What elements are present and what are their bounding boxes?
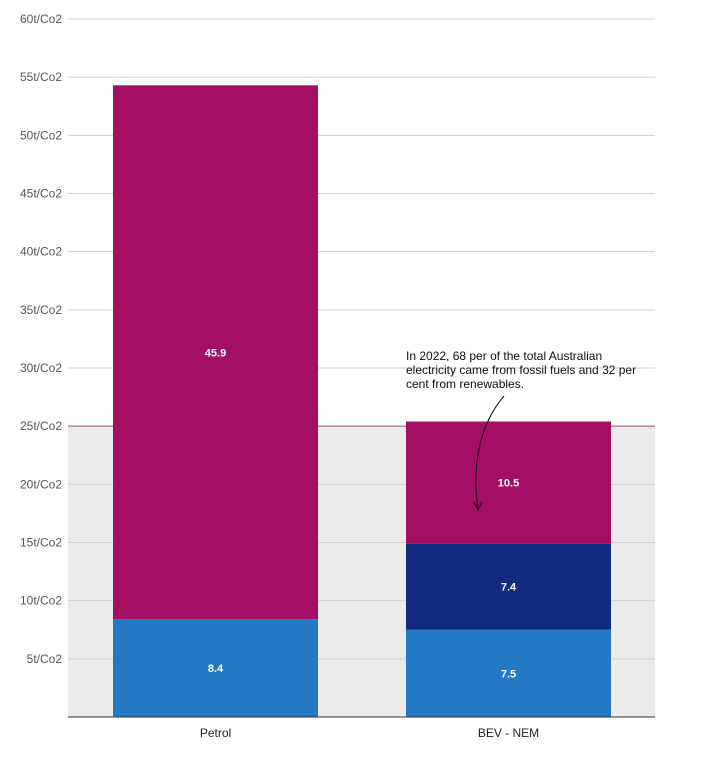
y-tick-label: 10t/Co2 xyxy=(20,594,62,608)
data-label: 8.4 xyxy=(208,663,224,675)
y-tick-label: 55t/Co2 xyxy=(20,70,62,84)
bars xyxy=(113,85,611,717)
y-tick-label: 45t/Co2 xyxy=(20,187,62,201)
annotation-arrow xyxy=(475,395,505,509)
x-category-label: Petrol xyxy=(200,726,231,740)
annotation-line-3: cent from renewables. xyxy=(406,377,524,391)
y-tick-label: 5t/Co2 xyxy=(27,652,63,666)
y-tick-label: 15t/Co2 xyxy=(20,536,62,550)
y-tick-label: 35t/Co2 xyxy=(20,303,62,317)
data-label: 7.4 xyxy=(501,582,517,594)
bar-segment xyxy=(113,619,318,717)
annotation-line-1: In 2022, 68 per of the total Australian xyxy=(406,349,602,363)
axes: 5t/Co2 10t/Co2 15t/Co2 20t/Co2 25t/Co2 30t/Co… xyxy=(20,12,655,740)
data-labels: 8.4 45.9 7.5 7.4 10.5 xyxy=(205,347,519,680)
bar-segment xyxy=(113,85,318,620)
bar-segment xyxy=(406,421,611,544)
annotation-line-2: electricity came from fossil fuels and 3… xyxy=(406,363,636,377)
data-label: 7.5 xyxy=(501,668,516,680)
data-label: 45.9 xyxy=(205,347,226,359)
y-tick-label: 30t/Co2 xyxy=(20,361,62,375)
y-tick-label: 60t/Co2 xyxy=(20,12,62,26)
y-tick-label: 25t/Co2 xyxy=(20,419,62,433)
y-tick-label: 40t/Co2 xyxy=(20,245,62,259)
bar-segment xyxy=(406,543,611,630)
data-label: 10.5 xyxy=(498,478,519,490)
annotation: In 2022, 68 per of the total Australian … xyxy=(406,349,636,512)
y-tick-label: 20t/Co2 xyxy=(20,477,62,491)
bar-segment xyxy=(406,629,611,717)
y-tick-label: 50t/Co2 xyxy=(20,128,62,142)
x-category-label: BEV - NEM xyxy=(478,726,539,740)
annotation-arrowhead xyxy=(473,501,483,512)
